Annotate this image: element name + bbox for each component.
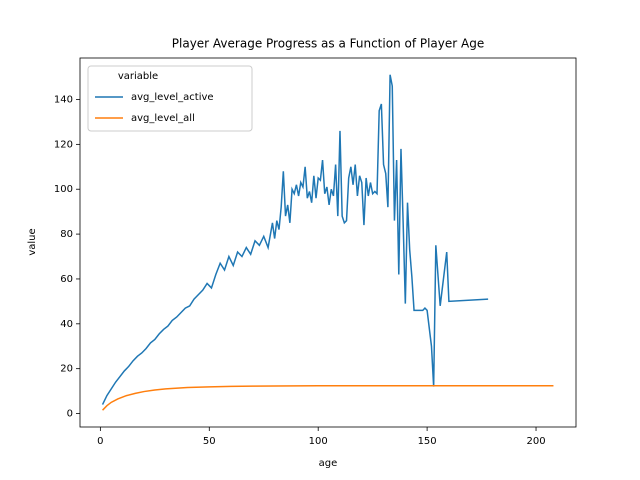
data-line — [101, 74, 489, 405]
chart-title: Player Average Progress as a Function of… — [172, 37, 484, 51]
y-tick-label: 120 — [54, 139, 73, 150]
y-tick-label: 0 — [67, 409, 73, 420]
x-tick-label: 150 — [418, 436, 437, 447]
y-tick-label: 140 — [54, 94, 73, 105]
y-axis-label: value — [27, 228, 38, 255]
legend-title: variable — [118, 71, 158, 82]
x-axis-label: age — [319, 458, 338, 469]
y-tick-label: 40 — [60, 319, 73, 330]
y-tick-label: 100 — [54, 184, 73, 195]
x-tick-label: 50 — [203, 436, 216, 447]
y-tick-label: 80 — [60, 229, 73, 240]
x-tick-label: 0 — [97, 436, 103, 447]
legend-label: avg_level_active — [131, 92, 214, 103]
y-tick-label: 20 — [60, 364, 73, 375]
x-tick-label: 100 — [309, 436, 328, 447]
plot-frame — [79, 57, 577, 428]
legend-box — [87, 65, 253, 132]
legend-label: avg_level_all — [131, 113, 195, 124]
data-line — [102, 384, 554, 411]
x-tick-label: 200 — [526, 436, 545, 447]
y-tick-label: 60 — [60, 274, 73, 285]
